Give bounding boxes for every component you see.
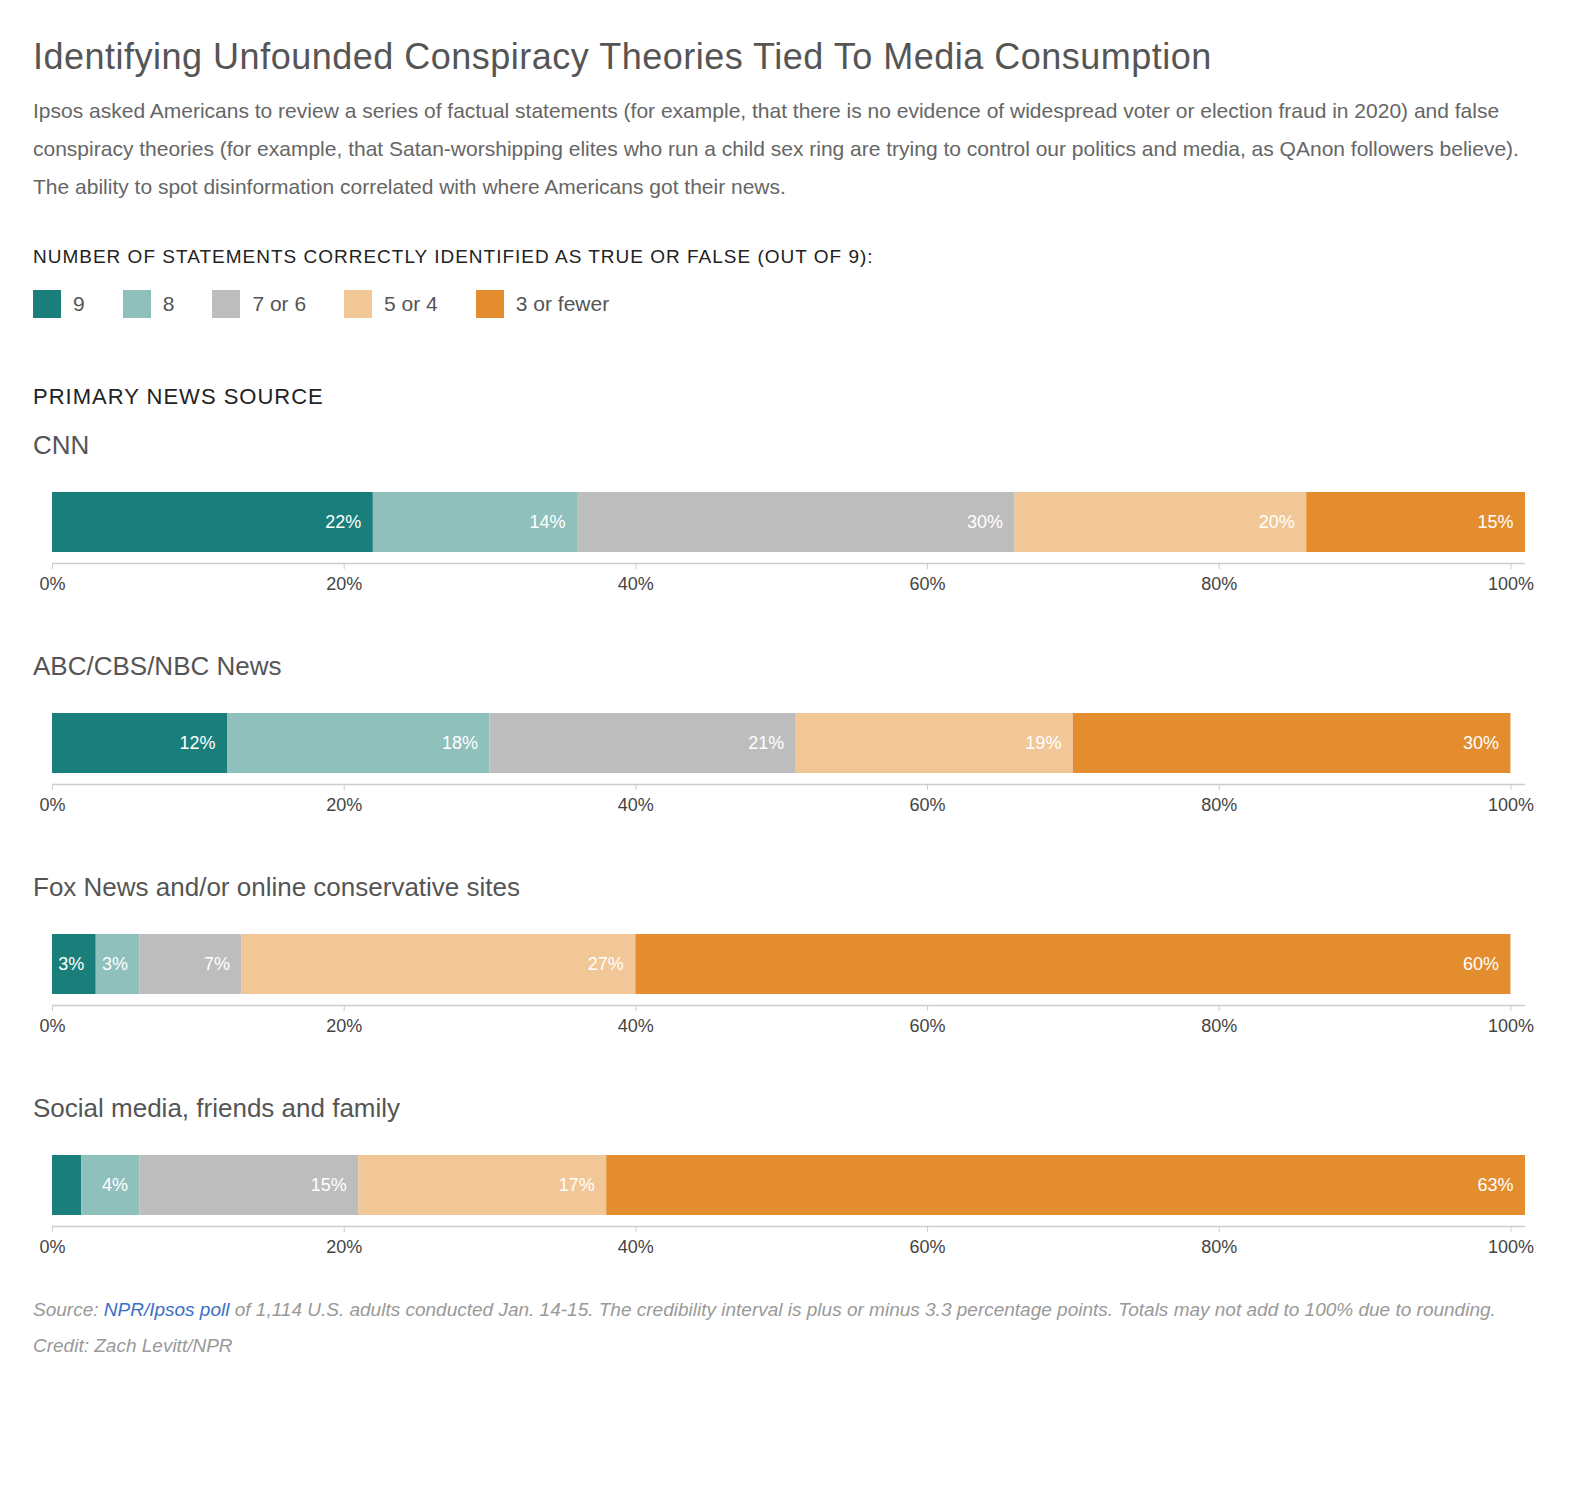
svg-text:15%: 15%: [311, 1175, 347, 1195]
html-text:PRIMARY NEWS SOURCE: PRIMARY NEWS SOURCE: [33, 384, 324, 409]
svg-text:0%: 0%: [39, 574, 65, 594]
svg-text:60%: 60%: [1463, 954, 1499, 974]
svg-text:80%: 80%: [1201, 795, 1237, 815]
html-text:NUMBER OF STATEMENTS CORRECTLY: NUMBER OF STATEMENTS CORRECTLY IDENTIFIE…: [33, 246, 874, 267]
html-text:9: 9: [73, 292, 85, 315]
svg-text:7%: 7%: [204, 954, 230, 974]
html-text:Social media, friends and fami: Social media, friends and family: [33, 1093, 401, 1123]
svg-text:17%: 17%: [559, 1175, 595, 1195]
svg-text:14%: 14%: [529, 512, 565, 532]
svg-text:100%: 100%: [1488, 795, 1534, 815]
html-text:Identifying Unfounded Conspira: Identifying Unfounded Conspiracy Theorie…: [33, 36, 1212, 77]
html-text:Source: NPR/Ipsos poll of 1,11: Source: NPR/Ipsos poll of 1,114 U.S. adu…: [33, 1299, 1496, 1320]
svg-text:40%: 40%: [618, 795, 654, 815]
svg-text:20%: 20%: [1259, 512, 1295, 532]
svg-text:80%: 80%: [1201, 574, 1237, 594]
svg-text:3%: 3%: [102, 954, 128, 974]
html-text:CNN: CNN: [33, 430, 90, 460]
svg-text:0%: 0%: [39, 1016, 65, 1036]
svg-text:100%: 100%: [1488, 1237, 1534, 1257]
svg-text:63%: 63%: [1477, 1175, 1513, 1195]
svg-text:60%: 60%: [910, 574, 946, 594]
html-text:5 or 4: 5 or 4: [384, 292, 438, 315]
svg-text:22%: 22%: [325, 512, 361, 532]
svg-text:4%: 4%: [102, 1175, 128, 1195]
svg-text:40%: 40%: [618, 1237, 654, 1257]
svg-text:100%: 100%: [1488, 1016, 1534, 1036]
svg-text:21%: 21%: [748, 733, 784, 753]
svg-text:80%: 80%: [1201, 1016, 1237, 1036]
svg-text:20%: 20%: [326, 1016, 362, 1036]
svg-text:18%: 18%: [442, 733, 478, 753]
svg-text:60%: 60%: [910, 1016, 946, 1036]
svg-text:60%: 60%: [910, 1237, 946, 1257]
svg-text:0%: 0%: [39, 795, 65, 815]
svg-text:60%: 60%: [910, 795, 946, 815]
html-text:Ipsos asked Americans to revie: Ipsos asked Americans to review a series…: [33, 99, 1519, 198]
html-text:Credit: Zach Levitt/NPR: Credit: Zach Levitt/NPR: [33, 1335, 233, 1356]
svg-text:30%: 30%: [967, 512, 1003, 532]
svg-text:80%: 80%: [1201, 1237, 1237, 1257]
svg-text:40%: 40%: [618, 1016, 654, 1036]
html-text:ABC/CBS/NBC News: ABC/CBS/NBC News: [33, 651, 282, 681]
svg-text:19%: 19%: [1025, 733, 1061, 753]
svg-text:27%: 27%: [588, 954, 624, 974]
svg-text:20%: 20%: [326, 574, 362, 594]
html-text:3 or fewer: 3 or fewer: [515, 292, 610, 315]
svg-text:40%: 40%: [618, 574, 654, 594]
svg-text:15%: 15%: [1477, 512, 1513, 532]
html-text:Fox News and/or online conserv: Fox News and/or online conservative site…: [33, 872, 520, 902]
svg-text:3%: 3%: [58, 954, 84, 974]
html-text:7 or 6: 7 or 6: [252, 292, 307, 315]
svg-text:30%: 30%: [1463, 733, 1499, 753]
svg-text:20%: 20%: [326, 1237, 362, 1257]
svg-text:100%: 100%: [1488, 574, 1534, 594]
svg-text:20%: 20%: [326, 795, 362, 815]
svg-text:12%: 12%: [179, 733, 215, 753]
svg-text:0%: 0%: [39, 1237, 65, 1257]
html-text:8: 8: [162, 292, 175, 315]
